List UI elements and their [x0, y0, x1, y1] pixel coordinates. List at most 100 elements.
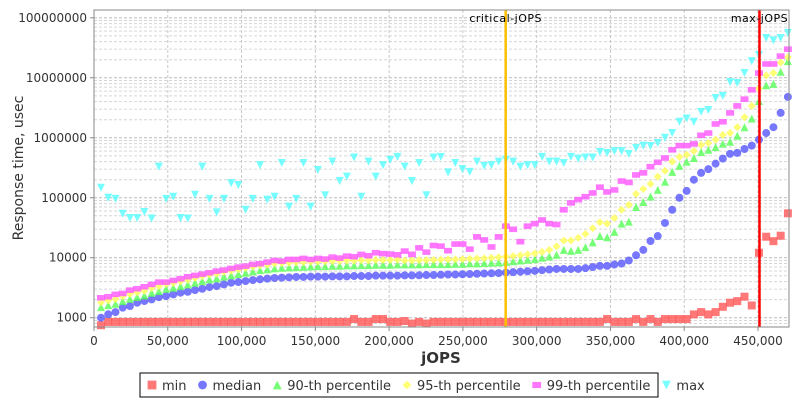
data-point	[552, 157, 561, 166]
data-point	[697, 308, 706, 317]
data-point	[118, 317, 127, 326]
data-point	[386, 317, 395, 326]
data-point	[740, 113, 749, 122]
grid	[94, 10, 789, 328]
data-point	[415, 245, 424, 251]
data-point	[603, 233, 612, 242]
data-point	[263, 317, 272, 326]
y-axis-title: Response time, usec	[11, 96, 27, 241]
data-point	[726, 298, 735, 307]
data-point	[176, 282, 185, 291]
data-point	[646, 163, 655, 170]
data-point	[227, 179, 236, 188]
data-point	[646, 179, 655, 188]
data-point	[726, 129, 735, 138]
data-point	[711, 135, 720, 144]
data-point	[357, 192, 366, 201]
data-point	[371, 255, 380, 264]
data-point	[154, 287, 163, 296]
data-point	[632, 172, 641, 178]
data-point	[125, 317, 134, 326]
data-point	[104, 193, 113, 202]
data-point	[566, 236, 575, 245]
data-point	[212, 282, 221, 291]
data-point	[465, 270, 474, 279]
data-point	[747, 87, 756, 93]
data-point	[415, 256, 424, 265]
data-point	[227, 278, 236, 287]
data-point	[429, 271, 438, 280]
data-point	[660, 315, 669, 324]
data-point	[400, 317, 409, 326]
y-axis-ticks: 1000 10000 100000 1000000 10000000 100000000	[18, 11, 94, 325]
data-point	[747, 141, 756, 150]
data-point	[436, 260, 445, 269]
legend-swatch	[662, 380, 671, 390]
data-point	[595, 232, 604, 241]
data-point	[516, 238, 525, 245]
data-point	[639, 197, 648, 206]
data-point	[342, 261, 351, 270]
data-point	[487, 258, 496, 267]
data-point	[191, 272, 200, 279]
data-point	[364, 252, 373, 259]
data-point	[653, 317, 662, 326]
data-point	[472, 269, 481, 278]
data-point	[451, 317, 460, 326]
data-point	[726, 149, 735, 158]
data-point	[653, 185, 662, 194]
data-point	[125, 287, 134, 293]
legend-swatch	[532, 381, 542, 389]
data-point	[256, 161, 265, 170]
x-tick-label: 400,000	[659, 334, 709, 348]
legend-label: 95-th percentile	[417, 379, 521, 394]
data-point	[660, 218, 669, 227]
y-tick-label: 10000	[49, 251, 87, 265]
data-point	[494, 317, 503, 326]
data-point	[516, 317, 525, 326]
data-point	[552, 242, 561, 251]
data-point	[154, 162, 163, 171]
data-point	[480, 259, 489, 268]
data-point	[328, 261, 337, 270]
data-point	[277, 158, 286, 167]
data-point	[378, 255, 387, 264]
data-point	[733, 103, 742, 109]
data-point	[277, 317, 286, 326]
data-point	[538, 266, 547, 275]
data-point	[711, 143, 720, 152]
data-point	[624, 149, 633, 158]
legend: min median 90-th percentile 95-th percentil…	[139, 372, 705, 398]
data-point	[234, 278, 243, 287]
data-point	[646, 141, 655, 150]
data-point	[530, 255, 539, 264]
data-point	[632, 203, 641, 212]
data-point	[270, 317, 279, 326]
data-point	[465, 259, 474, 268]
data-point	[205, 317, 214, 326]
data-point	[552, 317, 561, 326]
data-point	[487, 253, 496, 262]
data-point	[480, 317, 489, 326]
data-point	[212, 274, 221, 283]
data-point	[704, 138, 713, 147]
data-point	[617, 259, 626, 268]
data-point	[646, 192, 655, 201]
data-point	[675, 152, 684, 161]
data-point	[118, 303, 127, 312]
data-point	[415, 271, 424, 280]
data-point	[668, 129, 677, 138]
data-point	[509, 226, 518, 233]
data-point	[545, 245, 554, 254]
data-point	[704, 130, 713, 136]
data-point	[407, 271, 416, 280]
legend-label: median	[213, 379, 262, 394]
data-point	[205, 283, 214, 292]
data-point	[162, 284, 171, 293]
data-point	[769, 123, 778, 132]
data-point	[458, 259, 467, 268]
data-point	[191, 317, 200, 326]
data-point	[617, 178, 626, 184]
data-point	[263, 265, 272, 274]
data-point	[415, 158, 424, 167]
